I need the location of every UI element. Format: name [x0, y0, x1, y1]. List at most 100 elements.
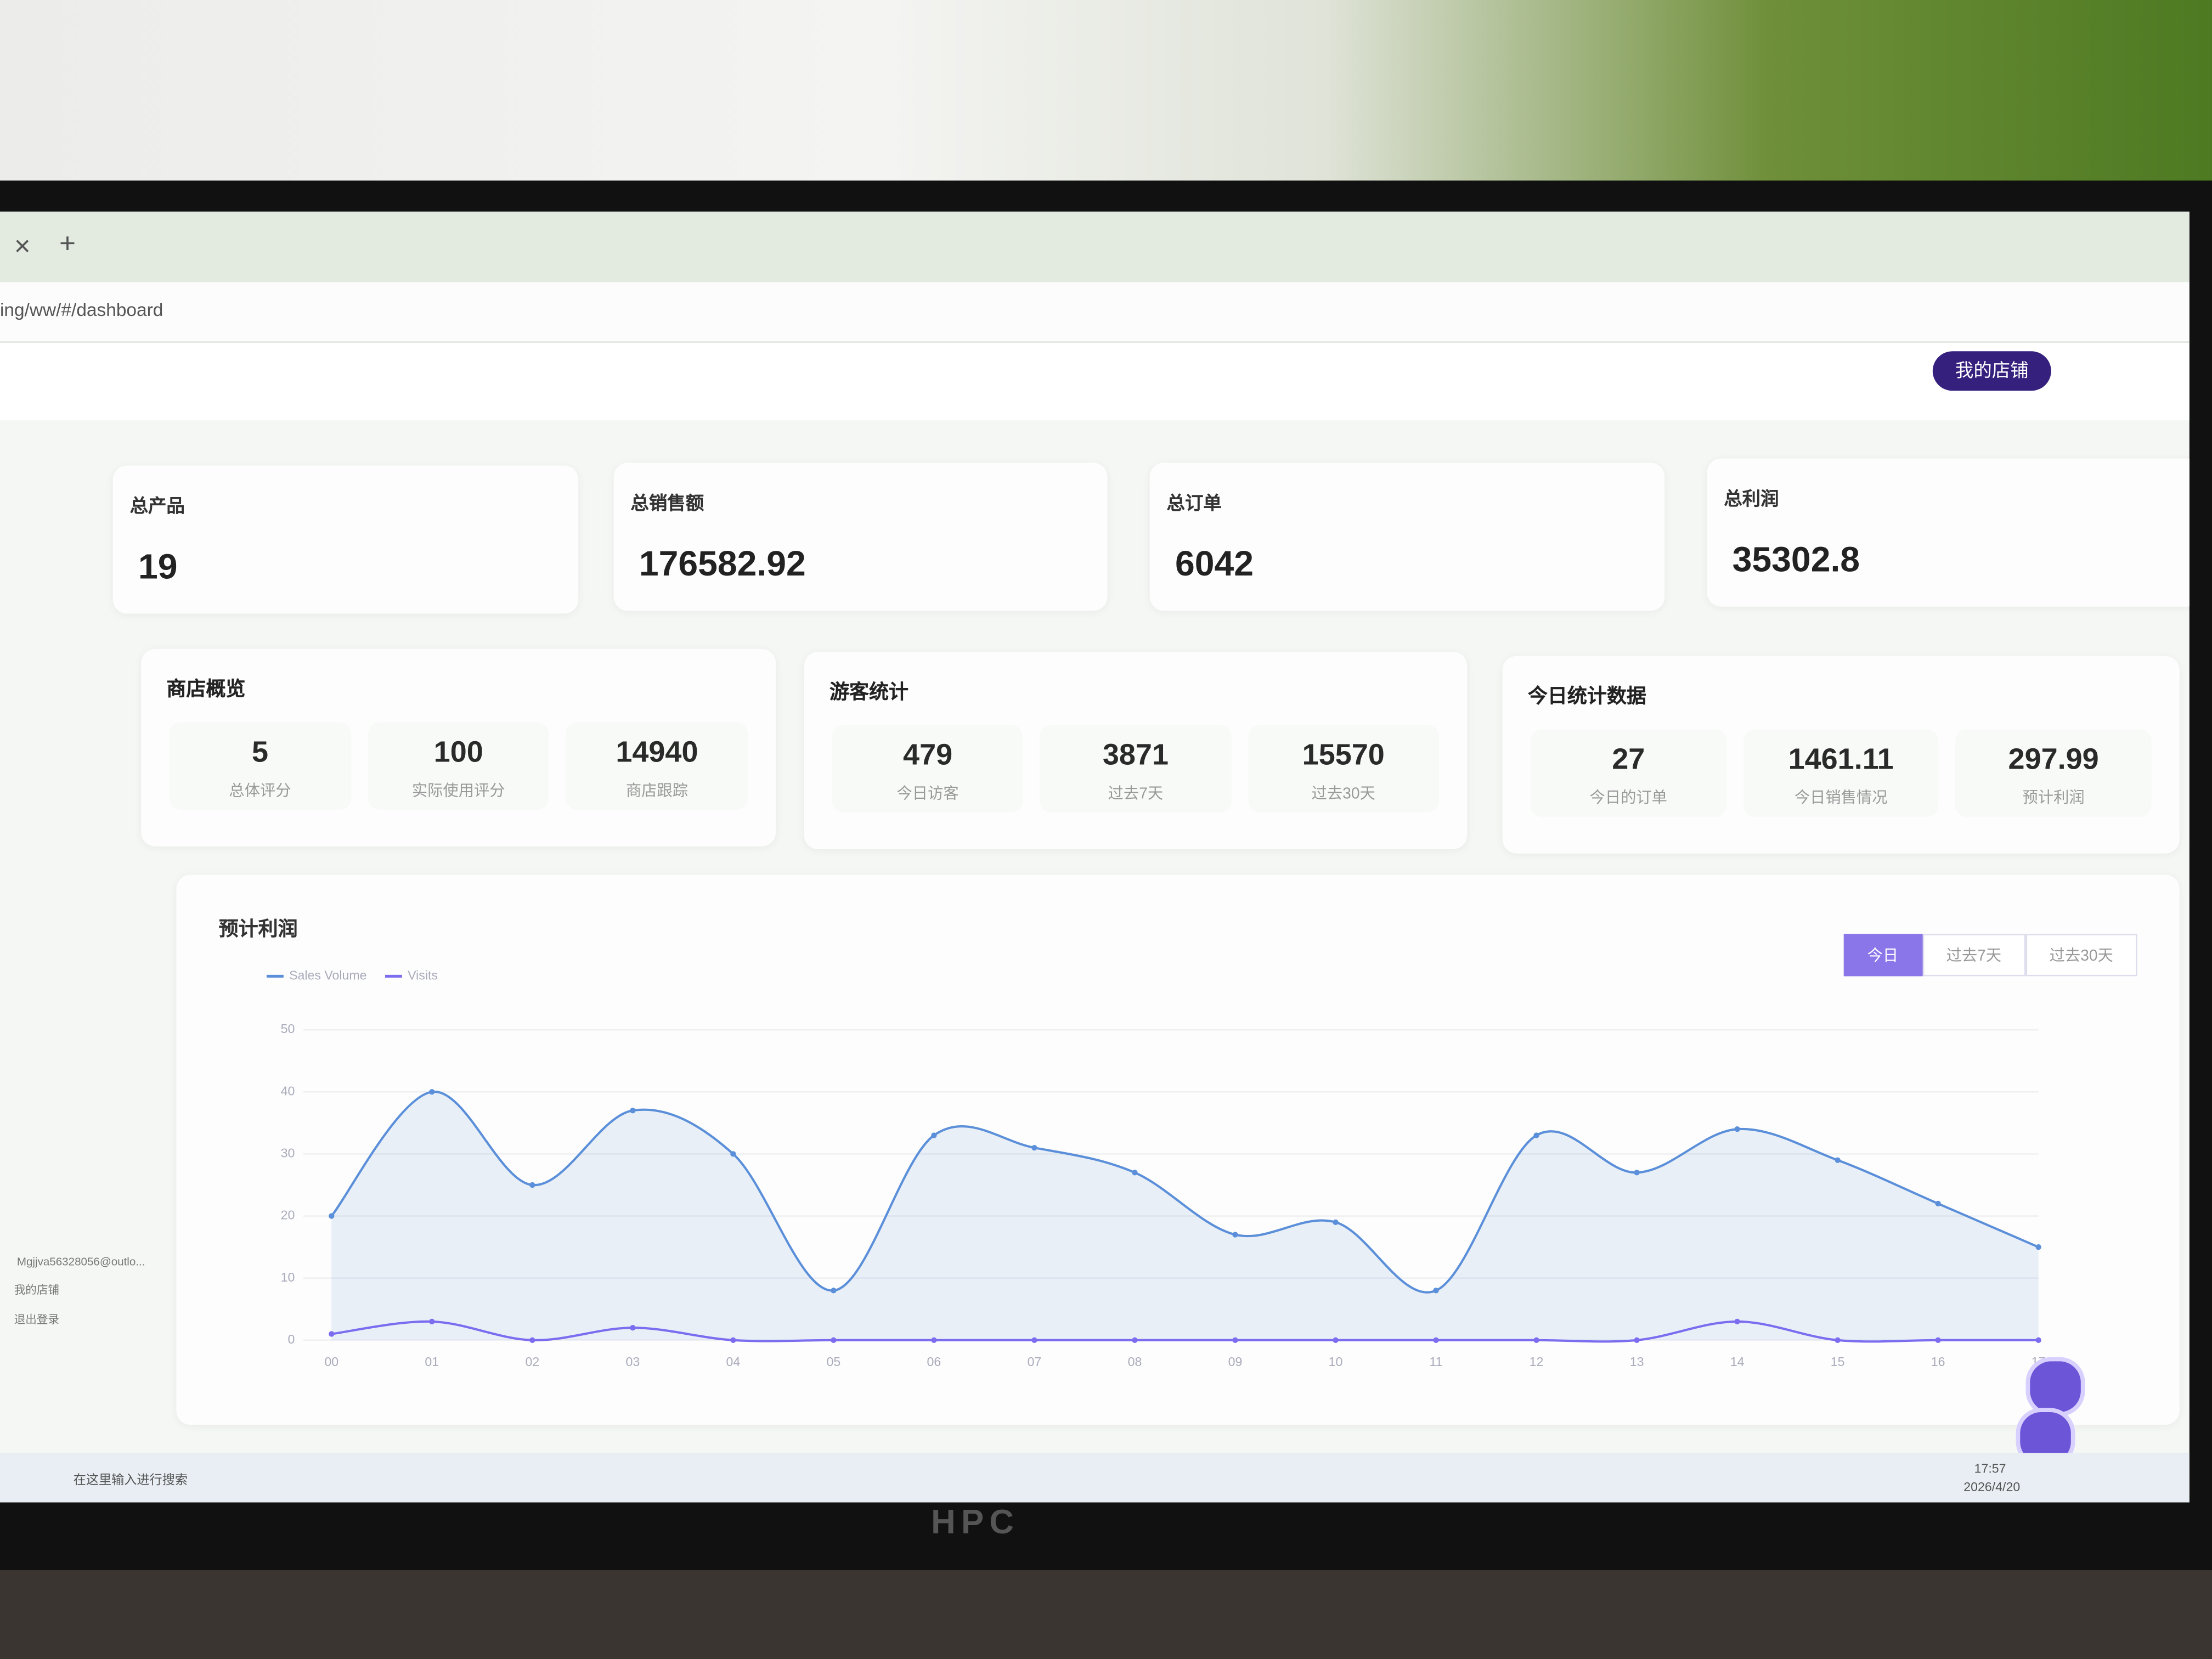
data-point	[429, 1318, 435, 1325]
user-email: Mgjjva56328056@outlo...	[16, 1255, 145, 1268]
stat-card: 总订单 6042	[1149, 462, 1665, 611]
y-tick-label: 50	[281, 1022, 295, 1036]
stat-card: 总利润 35302.8	[1707, 458, 2190, 607]
stat-label: 总利润	[1724, 488, 1779, 510]
range-tabs: 今日 过去7天 过去30天	[1843, 934, 2137, 977]
range-tab[interactable]: 过去30天	[2025, 934, 2137, 977]
new-tab[interactable]: +	[59, 228, 76, 260]
series-line	[331, 1320, 2039, 1343]
panel-items: 479 今日访客 3871 过去7天 15570 过去30天	[832, 725, 1439, 813]
panel-label: 过去7天	[1108, 786, 1164, 803]
panel-item: 1461.11 今日销售情况	[1743, 729, 1939, 817]
stat-label: 总销售额	[630, 492, 704, 514]
panel-label: 今日访客	[896, 786, 959, 803]
y-tick-label: 30	[281, 1146, 295, 1160]
x-tick-label: 06	[927, 1355, 941, 1369]
address-bar[interactable]: ing/ww/#/dashboard	[0, 282, 2190, 343]
data-point	[1835, 1337, 1841, 1343]
data-point	[630, 1325, 636, 1331]
x-tick-label: 13	[1630, 1355, 1644, 1369]
data-point	[630, 1108, 636, 1114]
stat-label: 总产品	[129, 495, 185, 517]
panel-value: 297.99	[2008, 743, 2099, 776]
panel-value: 5	[251, 736, 269, 769]
x-tick-label: 05	[827, 1355, 841, 1369]
chat-button[interactable]	[2025, 1357, 2085, 1417]
x-tick-label: 04	[726, 1355, 741, 1369]
x-tick-label: 07	[1028, 1355, 1042, 1369]
data-point	[1533, 1337, 1539, 1343]
stat-value: 35302.8	[1732, 540, 1860, 580]
panel-value: 15570	[1302, 739, 1385, 772]
data-point	[1634, 1337, 1640, 1343]
sidebar-item[interactable]: 我的店铺	[14, 1283, 59, 1297]
panel-item: 479 今日访客	[832, 725, 1024, 813]
x-tick-label: 14	[1730, 1355, 1745, 1369]
sidebar: Mgjjva56328056@outlo... 我的店铺退出登录	[0, 1256, 170, 1328]
panel-item: 27 今日的订单	[1530, 729, 1726, 817]
data-point	[1232, 1337, 1238, 1343]
monitor-brand: HPC	[931, 1504, 1020, 1542]
panel-label: 实际使用评分	[411, 783, 505, 800]
panel-label: 总体评分	[229, 783, 291, 800]
data-point	[529, 1182, 535, 1188]
panel-value: 3871	[1102, 739, 1169, 772]
range-tab[interactable]: 过去7天	[1922, 934, 2025, 977]
data-point	[931, 1132, 937, 1138]
data-point	[931, 1337, 937, 1343]
data-point	[1031, 1337, 1037, 1343]
panel-items: 27 今日的订单 1461.11 今日销售情况 297.99 预计利润	[1530, 729, 2152, 817]
x-tick-label: 15	[1831, 1355, 1845, 1369]
taskbar-search[interactable]: 在这里输入进行搜索	[73, 1472, 188, 1487]
clock-date: 2026/4/20	[1963, 1480, 2021, 1494]
x-tick-label: 12	[1530, 1355, 1544, 1369]
stat-panel: 今日统计数据 27 今日的订单 1461.11 今日销售情况 297.99 预计利润	[1502, 656, 2180, 854]
data-point	[1734, 1318, 1740, 1325]
url: ing/ww/#/dashboard	[0, 299, 163, 320]
stat-panel: 游客统计 479 今日访客 3871 过去7天 15570 过去30天	[804, 651, 1468, 849]
data-point	[2035, 1337, 2041, 1343]
x-tick-label: 16	[1931, 1355, 1945, 1369]
panel-label: 过去30天	[1311, 786, 1375, 803]
screen: × + ing/ww/#/dashboard 我的店铺 预计利润 今日 过去7天过…	[0, 211, 2190, 1503]
sidebar-menu: 我的店铺 退出登录	[0, 1282, 170, 1327]
y-tick-label: 40	[281, 1084, 295, 1098]
close-tab[interactable]: ×	[14, 231, 31, 263]
chart-title: 预计利润	[218, 917, 298, 940]
panel-item: 297.99 预计利润	[1955, 729, 2152, 817]
chart-card: 预计利润 今日 过去7天 过去30天 0 10 20 30 40 50 00 01 02 03 04 05…	[176, 874, 2180, 1425]
x-tick-label: 03	[625, 1355, 640, 1369]
x-tick-label: 08	[1128, 1355, 1142, 1369]
stat-card: 总产品 19	[112, 465, 579, 614]
clock-time: 17:57	[1974, 1461, 2006, 1476]
panel-item: 15570 过去30天	[1248, 725, 1439, 813]
data-point	[1935, 1200, 1941, 1207]
y-tick-label: 20	[281, 1208, 295, 1222]
data-point	[1333, 1337, 1339, 1343]
data-point	[1132, 1337, 1138, 1343]
x-tick-label: 10	[1329, 1355, 1343, 1369]
stat-label: 总订单	[1166, 492, 1222, 514]
series-area	[331, 1091, 2039, 1340]
sidebar-item[interactable]: 退出登录	[14, 1313, 59, 1327]
data-point	[429, 1089, 435, 1095]
stat-value: 176582.92	[639, 544, 806, 584]
x-tick-label: 11	[1430, 1355, 1443, 1369]
panel-label: 商店跟踪	[625, 783, 688, 800]
panel-value: 479	[903, 739, 953, 772]
stat-card: 总销售额 176582.92	[613, 462, 1108, 611]
chart: 0 10 20 30 40 50 00 01 02 03 04 05 06 07 08 09 10 11 12 13 1…	[266, 968, 2046, 1369]
x-tick-label: 02	[525, 1355, 539, 1369]
data-point	[329, 1331, 335, 1337]
panel-value: 100	[433, 736, 483, 769]
taskbar: 在这里输入进行搜索 17:57 2026/4/20	[0, 1453, 2190, 1503]
my-shop-button[interactable]: 我的店铺	[1932, 351, 2051, 391]
data-point	[831, 1337, 837, 1343]
app-header: 我的店铺	[0, 342, 2190, 421]
stat-value: 6042	[1175, 544, 1254, 584]
panel-label: 今日的订单	[1589, 789, 1667, 807]
data-point	[1634, 1170, 1640, 1176]
range-tab[interactable]: 今日	[1843, 934, 1922, 977]
panel-title: 游客统计	[829, 680, 909, 703]
panel-label: 预计利润	[2022, 789, 2085, 807]
